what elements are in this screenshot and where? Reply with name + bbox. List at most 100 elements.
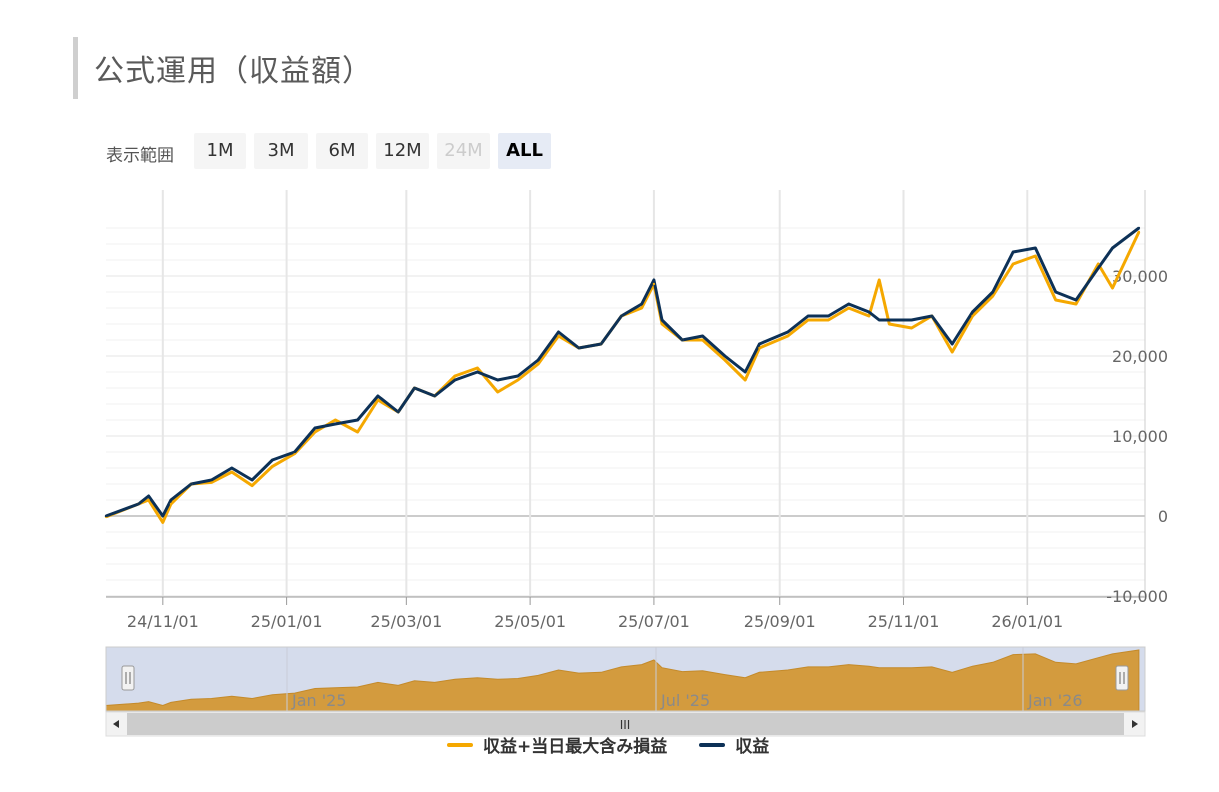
- y-tick-label: 10,000: [1112, 427, 1168, 446]
- point-income-plus-unrealized: [210, 481, 213, 484]
- point-income-plus-unrealized: [161, 521, 165, 524]
- legend-item-series2[interactable]: 収益: [699, 732, 769, 757]
- range-button-6m[interactable]: 6M: [316, 133, 368, 169]
- legend-label-series1: 収益+当日最大含み損益: [483, 737, 668, 757]
- point-income: [496, 378, 499, 382]
- point-income: [991, 290, 995, 294]
- point-income: [334, 422, 337, 426]
- point-income: [1137, 226, 1141, 230]
- navigator-left-handle[interactable]: [121, 665, 135, 691]
- range-selector-label: 表示範囲: [106, 146, 174, 166]
- navigator-label: Jan '25: [291, 691, 347, 710]
- point-income: [877, 318, 881, 322]
- range-button-3m[interactable]: 3M: [254, 133, 308, 169]
- point-income: [701, 334, 704, 338]
- scroll-right-arrow-icon[interactable]: [1132, 720, 1138, 728]
- point-income: [1074, 298, 1078, 302]
- point-income: [681, 338, 684, 342]
- point-income: [169, 498, 173, 502]
- point-income-plus-unrealized: [971, 314, 974, 318]
- point-income: [660, 318, 664, 322]
- point-income-plus-unrealized: [640, 306, 643, 310]
- scroll-left-arrow-icon[interactable]: [113, 720, 119, 728]
- point-income: [971, 310, 974, 314]
- legend-swatch-series1: [447, 742, 473, 747]
- point-income-plus-unrealized: [744, 378, 747, 382]
- scrollbar-thumb[interactable]: [127, 713, 1124, 735]
- point-income-plus-unrealized: [313, 430, 317, 434]
- point-income: [867, 310, 871, 314]
- point-income-plus-unrealized: [877, 278, 881, 282]
- x-tick-label: 25/07/01: [618, 612, 690, 631]
- x-tick-label: 24/11/01: [127, 612, 199, 631]
- range-button-all[interactable]: ALL: [498, 133, 551, 169]
- point-income: [1111, 246, 1114, 250]
- navigator-border: [105, 646, 1146, 712]
- legend-label-series2: 収益: [735, 737, 770, 757]
- point-income-plus-unrealized: [652, 282, 656, 286]
- point-income-plus-unrealized: [537, 362, 540, 366]
- series-line-income-plus-unrealized: [105, 231, 1141, 524]
- point-income-plus-unrealized: [453, 374, 457, 378]
- point-income-plus-unrealized: [847, 306, 850, 310]
- point-income: [433, 394, 436, 398]
- point-income-plus-unrealized: [496, 390, 499, 394]
- point-income-plus-unrealized: [1074, 302, 1078, 306]
- point-income: [888, 318, 891, 322]
- point-income-plus-unrealized: [701, 338, 704, 342]
- point-income-plus-unrealized: [758, 346, 761, 350]
- navigator-label: Jul '25: [660, 691, 710, 710]
- point-income-plus-unrealized: [230, 470, 234, 474]
- point-income-plus-unrealized: [660, 322, 664, 326]
- point-income-plus-unrealized: [1011, 262, 1015, 266]
- point-income-plus-unrealized: [516, 378, 520, 382]
- point-income-plus-unrealized: [334, 418, 337, 422]
- point-income-plus-unrealized: [827, 318, 830, 322]
- legend-item-series1[interactable]: 収益+当日最大含み損益: [447, 732, 667, 757]
- point-income: [599, 342, 603, 346]
- point-income: [356, 418, 359, 422]
- point-income: [137, 502, 140, 506]
- point-income-plus-unrealized: [723, 358, 727, 362]
- point-income-plus-unrealized: [786, 334, 790, 338]
- legend: 収益+当日最大含み損益 収益: [447, 732, 769, 757]
- point-income: [557, 330, 560, 334]
- range-button-12m[interactable]: 12M: [376, 133, 429, 169]
- point-income-plus-unrealized: [250, 484, 254, 487]
- x-tick-label: 26/01/01: [991, 612, 1063, 631]
- y-tick-label: 20,000: [1112, 347, 1168, 366]
- point-income-plus-unrealized: [991, 294, 995, 298]
- navigator-area: [105, 649, 1140, 712]
- point-income: [271, 458, 274, 462]
- point-income: [652, 278, 656, 282]
- x-tick-label: 25/01/01: [251, 612, 323, 631]
- point-income: [376, 394, 380, 398]
- scrollbar-grip: III: [620, 718, 631, 732]
- point-income: [786, 330, 790, 334]
- point-income: [827, 314, 830, 318]
- point-income-plus-unrealized: [376, 398, 380, 402]
- x-tick-label: 25/05/01: [494, 612, 566, 631]
- point-income-plus-unrealized: [147, 498, 150, 502]
- point-income: [104, 514, 108, 518]
- point-income-plus-unrealized: [476, 366, 479, 370]
- point-income-plus-unrealized: [1097, 262, 1100, 266]
- point-income-plus-unrealized: [867, 314, 871, 318]
- point-income: [620, 314, 623, 318]
- point-income-plus-unrealized: [910, 326, 913, 330]
- series-line-income: [105, 226, 1140, 518]
- point-income: [910, 318, 913, 322]
- range-button-24m: 24M: [437, 133, 490, 169]
- point-income-plus-unrealized: [951, 350, 954, 354]
- title-accent-bar: [73, 37, 78, 99]
- point-income: [147, 494, 150, 498]
- navigator-right-handle[interactable]: [1115, 665, 1129, 691]
- point-income: [806, 314, 810, 318]
- x-tick-label: 25/09/01: [744, 612, 816, 631]
- point-income: [453, 378, 457, 382]
- point-income: [230, 466, 234, 470]
- range-button-1m[interactable]: 1M: [194, 133, 246, 169]
- point-income: [723, 354, 727, 358]
- point-income: [250, 478, 254, 482]
